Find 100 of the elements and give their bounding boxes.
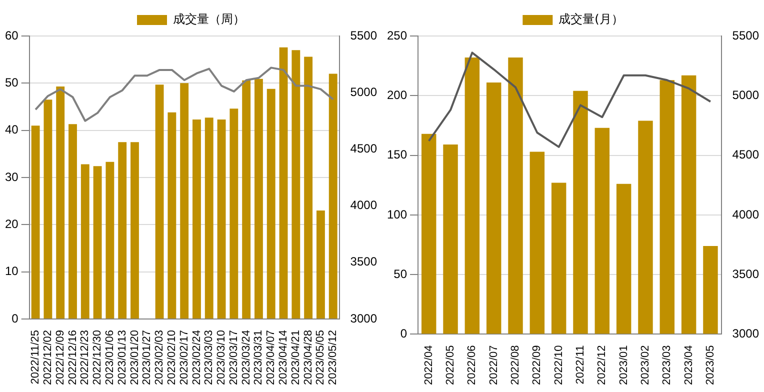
y2-tick-label: 5500 — [350, 28, 378, 42]
bar — [594, 128, 610, 334]
x-tick-label: 2023/02/03 — [154, 330, 166, 386]
y2-tick-label: 3500 — [732, 266, 760, 281]
x-tick-label: 2023/02/24 — [190, 330, 203, 386]
bar — [681, 75, 696, 334]
x-tick-label: 2023/03 — [661, 345, 674, 386]
x-tick-label: 2023/03/03 — [203, 330, 216, 386]
y2-tick-label: 5000 — [350, 84, 378, 99]
bar — [242, 80, 251, 318]
bar — [130, 142, 139, 318]
x-tick-label: 2023/04/21 — [290, 330, 302, 386]
x-tick-label: 2022/08 — [510, 345, 522, 386]
y2-tick-label: 3000 — [732, 326, 760, 341]
bar — [316, 210, 325, 318]
bar — [254, 78, 263, 318]
y2-tick-label: 5000 — [732, 88, 760, 102]
x-tick-label: 2022/09 — [531, 345, 544, 386]
y2-tick-label: 4500 — [732, 148, 760, 162]
bar — [217, 119, 226, 318]
bar — [204, 118, 214, 318]
bar — [660, 80, 675, 334]
y-tick-label: 50 — [394, 266, 408, 281]
x-tick-label: 2022/12 — [596, 345, 608, 386]
bar — [68, 124, 77, 318]
x-tick-label: 2022/11/25 — [30, 330, 42, 384]
y2-tick-label: 3000 — [350, 311, 378, 326]
x-tick-label: 2023/05/12 — [327, 330, 340, 386]
x-tick-label: 2023/05 — [704, 345, 717, 386]
x-tick-label: 2022/06 — [466, 345, 478, 386]
x-tick-label: 2022/11 — [574, 345, 587, 384]
bar — [106, 162, 114, 318]
x-tick-label: 2023/04 — [682, 345, 695, 386]
y-tick-label: 150 — [386, 148, 408, 162]
bar — [616, 184, 632, 334]
y-tick-label: 20 — [4, 216, 19, 231]
bar — [703, 246, 718, 334]
y-tick-label: 40 — [4, 122, 19, 137]
x-tick-label: 2023/02 — [640, 345, 652, 386]
y-tick-label: 100 — [386, 207, 408, 222]
x-tick-label: 2022/12/16 — [66, 330, 79, 386]
x-tick-label: 2022/12/09 — [54, 330, 66, 386]
y2-tick-label: 3500 — [350, 254, 378, 269]
x-tick-label: 2023/01/27 — [141, 330, 154, 386]
x-tick-label: 2023/04/07 — [265, 330, 278, 386]
legend-label: 成交量(月） — [558, 12, 624, 26]
x-tick-label: 2022/07 — [488, 345, 500, 386]
bar — [421, 134, 436, 334]
bar — [304, 56, 313, 318]
x-tick-label: 2022/10 — [552, 345, 565, 386]
x-tick-label: 2022/05 — [444, 345, 457, 386]
y-tick-label: 50 — [4, 75, 19, 90]
y-tick-label: 0 — [400, 326, 408, 341]
x-tick-label: 2023/03/24 — [240, 330, 252, 386]
y2-tick-label: 4500 — [350, 141, 378, 156]
bar — [292, 50, 300, 318]
bar — [464, 57, 480, 334]
bar — [573, 90, 588, 334]
bar — [118, 142, 127, 318]
bar — [192, 119, 201, 318]
x-tick-label: 2023/03/31 — [252, 330, 265, 386]
bar — [486, 82, 502, 334]
bar — [155, 84, 164, 318]
bar — [638, 120, 653, 334]
x-tick-label: 2023/05/05 — [314, 330, 327, 386]
y-tick-label: 60 — [4, 28, 19, 42]
bar — [180, 83, 189, 318]
x-tick-label: 2023/02/17 — [178, 330, 190, 386]
bar — [93, 166, 102, 318]
y-tick-label: 30 — [4, 170, 19, 184]
bar — [266, 88, 276, 318]
x-tick-label: 2023/01/20 — [128, 330, 141, 386]
x-tick-label: 2023/03/17 — [228, 330, 240, 386]
bar — [168, 112, 176, 318]
bar — [44, 100, 52, 318]
bar — [530, 152, 545, 334]
bar — [80, 164, 90, 318]
x-tick-label: 2022/12/02 — [42, 330, 54, 386]
y-tick-label: 200 — [386, 88, 408, 102]
legend-label: 成交量（周） — [173, 12, 245, 26]
x-tick-label: 2022/12/23 — [79, 330, 92, 386]
x-tick-label: 2023/03/10 — [216, 330, 228, 386]
y2-tick-label: 4000 — [350, 198, 378, 212]
bar — [328, 74, 338, 318]
x-tick-label: 2023/02/10 — [166, 330, 178, 386]
bar — [551, 182, 566, 334]
x-tick-label: 2023/01/13 — [116, 330, 128, 386]
y-tick-label: 0 — [12, 311, 19, 326]
bar — [443, 144, 458, 334]
x-tick-label: 2022/12/30 — [92, 330, 104, 386]
x-tick-label: 2023/04/28 — [302, 330, 314, 386]
x-tick-label: 2023/01 — [618, 345, 630, 386]
bar — [31, 126, 40, 318]
bar — [508, 57, 523, 334]
x-tick-label: 2023/04/14 — [278, 330, 290, 386]
bar — [279, 47, 288, 318]
bar — [56, 86, 65, 318]
x-tick-label: 2022/04 — [422, 345, 435, 386]
bar — [230, 108, 238, 318]
x-tick-label: 2023/01/06 — [104, 330, 116, 386]
